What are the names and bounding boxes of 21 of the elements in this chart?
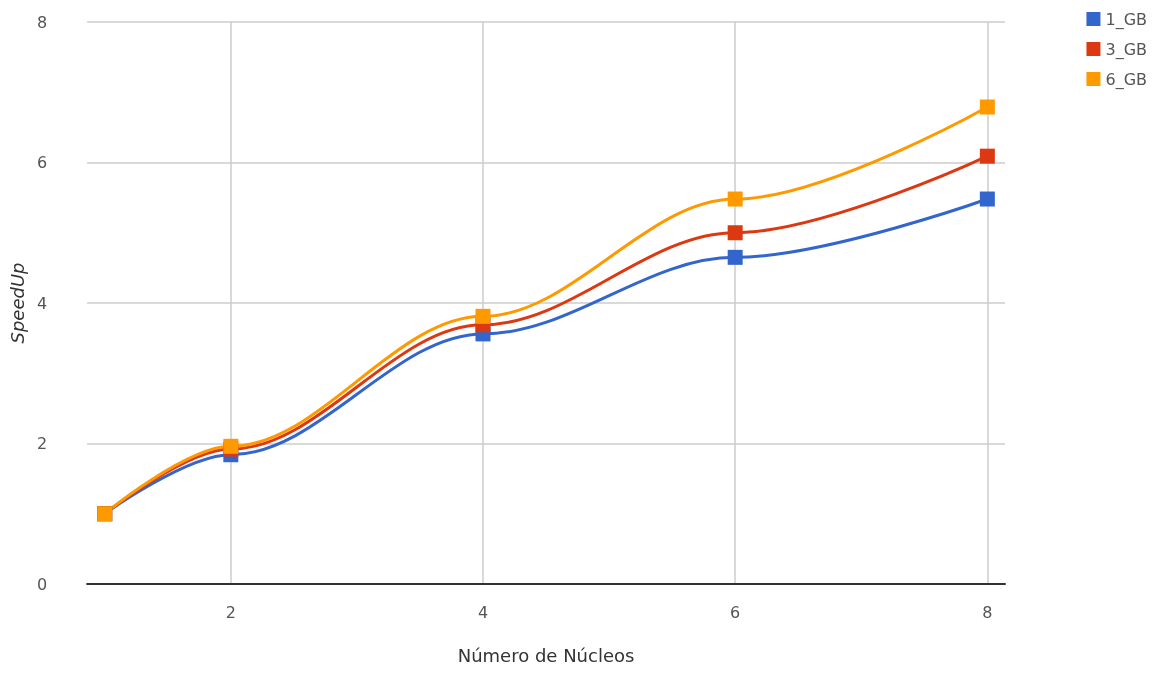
- x-tick-label: 8: [982, 602, 993, 622]
- legend-label: 3_GB: [1105, 39, 1148, 60]
- legend-label: 6_GB: [1105, 69, 1148, 90]
- y-tick-label: 0: [36, 574, 48, 594]
- point: [979, 191, 995, 207]
- point: [727, 249, 743, 265]
- y-tick-label: 2: [36, 434, 48, 453]
- point: [727, 225, 743, 241]
- y-axis-title: SpeedUp: [6, 262, 28, 344]
- x-tick-label: 2: [225, 602, 236, 622]
- y-tick-label: 4: [36, 293, 48, 313]
- x-axis-title: Número de Núcleos: [457, 644, 635, 666]
- legend-label: 1_GB: [1105, 9, 1148, 30]
- point: [475, 308, 491, 324]
- y-tick-label: 6: [36, 153, 48, 172]
- point: [979, 99, 995, 115]
- x-tick-label: 4: [477, 602, 489, 622]
- x-tick-label: 6: [730, 602, 741, 622]
- y-tick-label: 8: [36, 12, 48, 32]
- point: [979, 148, 995, 164]
- point: [727, 191, 743, 207]
